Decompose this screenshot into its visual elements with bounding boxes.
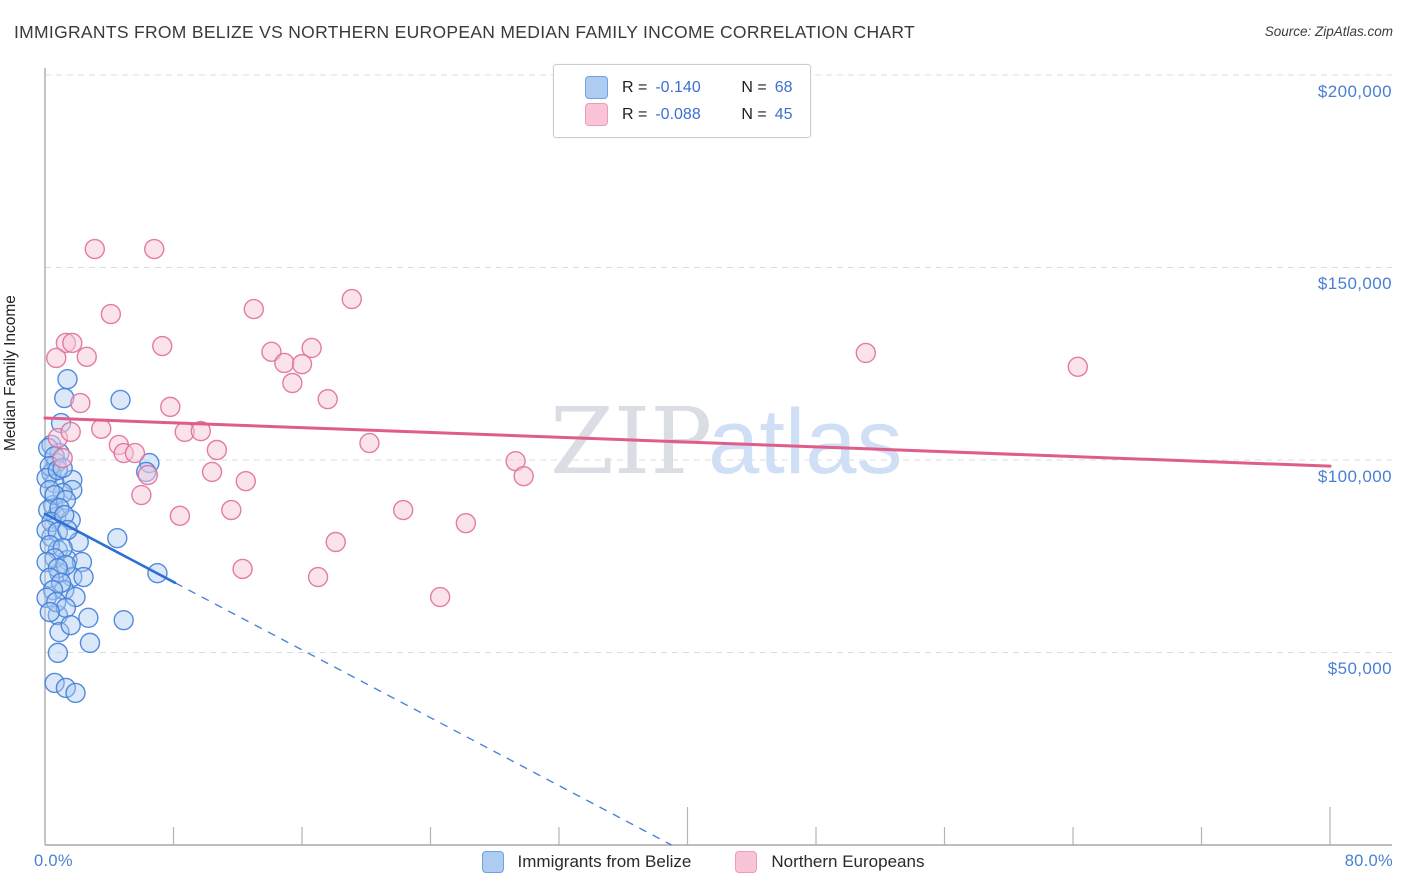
page-title: IMMIGRANTS FROM BELIZE VS NORTHERN EUROP… [14, 22, 916, 42]
n-label: N = [741, 78, 767, 96]
scatter-point-northern [124, 442, 146, 464]
scatter-point-northern [359, 432, 380, 454]
scatter-point-belize [71, 551, 93, 573]
r-value-belize: -0.140 [655, 78, 701, 96]
scatter-point-belize [110, 389, 131, 411]
scatter-point-belize [107, 527, 128, 549]
scatter-point-belize [60, 614, 81, 636]
scatter-point-belize [39, 567, 61, 589]
scatter-point-northern [91, 418, 112, 440]
legend-item-belize: Immigrants from Belize [481, 851, 692, 873]
scatter-point-belize [36, 467, 57, 489]
northern-swatch-icon [735, 851, 758, 873]
x-tick-80pct: 80.0% [1344, 852, 1393, 870]
scatter-point-northern [201, 461, 223, 483]
scatter-point-northern [513, 465, 534, 487]
scatter-point-belize [73, 566, 94, 588]
scatter-point-northern [70, 392, 91, 414]
scatter-point-belize [57, 368, 78, 390]
belize-swatch-icon [585, 76, 608, 99]
legend-label-belize: Immigrants from Belize [517, 852, 692, 871]
scatter-point-belize [79, 632, 101, 654]
scatter-point-northern [84, 238, 105, 260]
zipatlas-watermark: ZIPatlas [550, 396, 903, 489]
scatter-point-northern [60, 421, 81, 443]
scatter-point-belize [50, 572, 72, 594]
watermark-atlas: atlas [708, 391, 903, 493]
scatter-point-northern [282, 372, 303, 394]
x-tick-0pct: 0.0% [34, 852, 73, 870]
n-label: N = [741, 105, 767, 123]
scatter-point-northern [307, 566, 329, 588]
scatter-point-northern [301, 337, 322, 359]
belize-trendline [43, 512, 177, 585]
scatter-point-northern [76, 346, 97, 368]
scatter-point-northern [317, 388, 338, 410]
scatter-point-belize [44, 672, 65, 694]
scatter-point-belize [47, 642, 69, 664]
scatter-point-belize [49, 621, 70, 643]
scatter-point-belize [113, 609, 134, 631]
northern-trendline [43, 416, 1332, 468]
scatter-point-belize [46, 591, 67, 613]
scatter-point-belize [39, 534, 61, 556]
scatter-point-northern [169, 505, 191, 527]
scatter-point-northern [62, 332, 83, 354]
scatter-point-northern [261, 341, 282, 363]
legend-row-belize: R = -0.140 N = 68 [585, 74, 792, 101]
scatter-point-northern [1067, 356, 1089, 378]
scatter-point-northern [221, 499, 242, 521]
scatter-point-northern [190, 420, 212, 442]
scatter-point-northern [855, 342, 876, 364]
scatter-point-northern [131, 484, 152, 506]
scatter-point-northern [46, 347, 67, 369]
r-label: R = [622, 105, 648, 123]
scatter-point-belize [65, 682, 86, 704]
scatter-point-northern [235, 470, 256, 492]
series-northern [46, 238, 1089, 608]
n-value-northern: 45 [774, 105, 793, 123]
scatter-point-belize [39, 601, 61, 623]
scatter-point-northern [144, 238, 165, 260]
scatter-point-belize [55, 677, 77, 699]
scatter-point-northern [291, 353, 313, 375]
n-value-belize: 68 [774, 78, 793, 96]
scatter-point-northern [392, 499, 414, 521]
northern-swatch-icon [585, 103, 608, 126]
belize-swatch-icon [481, 851, 504, 873]
scatter-point-northern [52, 447, 73, 469]
scatter-point-northern [455, 512, 477, 534]
y-tick-50000: $50,000 [1327, 659, 1392, 678]
scatter-point-northern [341, 288, 362, 310]
scatter-point-northern [160, 396, 181, 418]
scatter-point-northern [232, 558, 253, 580]
correlation-legend: R = -0.140 N = 68 R = -0.088 N = 45 [553, 64, 812, 138]
legend-row-northern: R = -0.088 N = 45 [585, 101, 792, 128]
belize-trendline-extension [174, 582, 672, 846]
scatter-point-northern [274, 352, 295, 374]
scatter-point-belize [44, 484, 65, 506]
scatter-point-belize [36, 551, 57, 573]
scatter-point-northern [243, 298, 265, 320]
y-tick-200000: $200,000 [1317, 82, 1392, 101]
series-legend: Immigrants from Belize Northern European… [0, 851, 1406, 873]
legend-label-northern: Northern Europeans [771, 852, 925, 871]
y-tick-100000: $100,000 [1317, 467, 1392, 486]
source-credit: Source: ZipAtlas.com [1264, 24, 1393, 39]
y-tick-150000: $150,000 [1317, 274, 1392, 293]
r-value-northern: -0.088 [655, 105, 701, 123]
scatter-point-belize [55, 489, 77, 511]
r-label: R = [622, 78, 648, 96]
scatter-point-northern [137, 464, 159, 486]
scatter-point-northern [206, 439, 228, 461]
scatter-point-northern [429, 586, 451, 608]
legend-item-northern: Northern Europeans [735, 851, 924, 873]
scatter-point-northern [152, 335, 173, 357]
scatter-point-belize [78, 607, 99, 629]
scatter-point-northern [325, 531, 346, 553]
scatter-point-northern [100, 303, 122, 325]
